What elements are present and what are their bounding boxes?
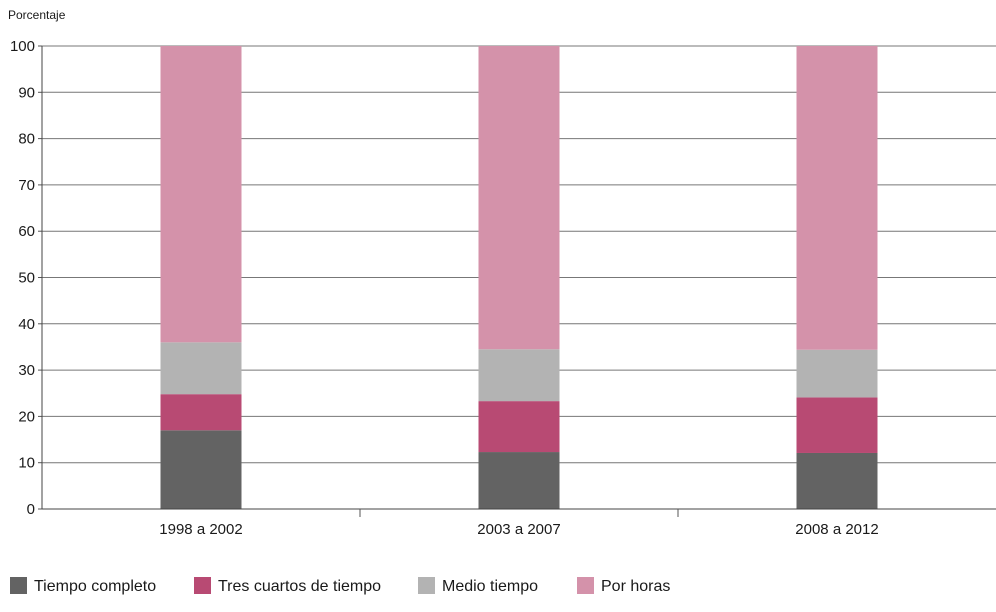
- legend-item: Medio tiempo: [418, 577, 538, 595]
- bar-segment: [796, 397, 878, 453]
- x-tick-label: 1998 a 2002: [159, 521, 242, 538]
- legend: Tiempo completo Tres cuartos de tiempo Med…: [10, 577, 670, 595]
- bar-segment: [160, 46, 242, 343]
- bar-segment: [160, 430, 242, 509]
- y-tick-label: 100: [10, 38, 35, 55]
- bar-segment: [160, 394, 242, 431]
- y-tick-label: 50: [18, 270, 35, 287]
- bar-segment: [478, 46, 560, 350]
- y-axis-label: Porcentaje: [8, 8, 66, 22]
- bar-segment: [796, 349, 878, 398]
- legend-swatch: [10, 577, 27, 594]
- bar-segment: [160, 342, 242, 395]
- y-tick-label: 80: [18, 131, 35, 148]
- y-tick-label: 20: [18, 408, 35, 425]
- legend-swatch: [577, 577, 594, 594]
- y-tick-label: 90: [18, 84, 35, 101]
- legend-item: Tiempo completo: [10, 577, 156, 595]
- legend-item: Tres cuartos de tiempo: [194, 577, 381, 595]
- x-tick-label: 2008 a 2012: [795, 521, 878, 538]
- legend-swatch: [418, 577, 435, 594]
- bar-segment: [796, 46, 878, 350]
- bars: [160, 46, 878, 509]
- legend-label: Tres cuartos de tiempo: [218, 578, 381, 595]
- bar-segment: [478, 452, 560, 509]
- bar-segment: [478, 401, 560, 453]
- x-tick-label: 2003 a 2007: [477, 521, 560, 538]
- bar-segment: [478, 349, 560, 402]
- bar-segment: [796, 452, 878, 509]
- legend-label: Por horas: [601, 578, 670, 595]
- y-tick-label: 0: [27, 501, 35, 518]
- y-tick-label: 70: [18, 177, 35, 194]
- legend-swatch: [194, 577, 211, 594]
- y-tick-label: 30: [18, 362, 35, 379]
- y-tick-label: 60: [18, 223, 35, 240]
- x-axis-ticks: 1998 a 2002 2003 a 2007 2008 a 2012: [159, 509, 879, 538]
- legend-item: Por horas: [577, 577, 670, 595]
- y-axis-ticks: 0 10 20 30 40 50 60 70 80 90 100: [10, 38, 42, 518]
- y-tick-label: 40: [18, 316, 35, 333]
- legend-label: Tiempo completo: [34, 578, 156, 595]
- y-tick-label: 10: [18, 455, 35, 472]
- x-axis: [41, 46, 996, 510]
- legend-label: Medio tiempo: [442, 578, 538, 595]
